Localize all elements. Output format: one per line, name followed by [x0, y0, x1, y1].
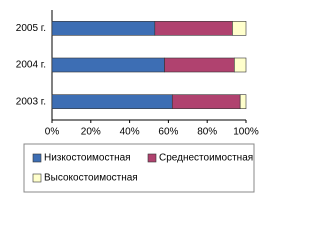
legend-box	[23, 143, 255, 193]
bar-segment	[164, 57, 235, 73]
chart: 0% 20% 40% 60% 80% 100% 2005 г. 2004 г. 2003 г. Н…	[16, 10, 259, 193]
y-tick-label: 2005 г.	[16, 23, 46, 34]
bar-segment	[51, 21, 156, 36]
y-tick-label: 2004 г.	[16, 60, 46, 71]
x-tick-label: 20%	[81, 127, 101, 138]
legend-label: Среднестоимостная	[159, 153, 253, 164]
bar-segment	[234, 57, 247, 73]
bar-segment	[239, 94, 247, 109]
x-tick-label: 60%	[158, 127, 178, 138]
x-tick-label: 40%	[120, 127, 140, 138]
bar-segment	[154, 21, 233, 36]
legend-swatch	[32, 173, 42, 183]
x-tick-label: 0%	[45, 127, 60, 138]
legend-swatch	[32, 153, 42, 163]
bar-segment	[171, 94, 241, 109]
legend-label: Высокостоимостная	[44, 173, 138, 184]
legend-label: Низкостоимостная	[44, 153, 131, 164]
bar-segment	[51, 57, 165, 73]
legend-swatch	[147, 153, 157, 163]
y-tick-label: 2003 г.	[16, 96, 46, 107]
bar-segment	[232, 21, 247, 36]
bar-segment	[51, 94, 173, 109]
x-tick-label: 100%	[233, 127, 259, 138]
x-tick-label: 80%	[197, 127, 217, 138]
